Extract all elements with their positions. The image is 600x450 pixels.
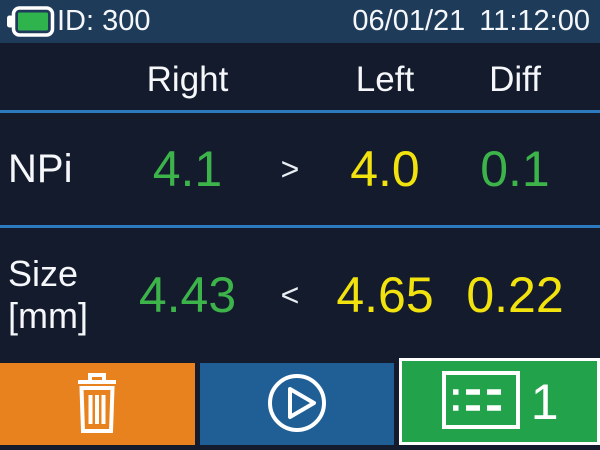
results-header-row: Right Left Diff <box>0 43 600 110</box>
npi-comparison-sign: > <box>280 150 300 187</box>
delete-button[interactable] <box>0 363 195 445</box>
records-button[interactable]: 1 <box>399 358 600 445</box>
status-bar-left: ID: 300 <box>6 5 151 38</box>
records-list-icon <box>441 370 521 433</box>
play-button[interactable] <box>199 363 395 445</box>
patient-id: ID: 300 <box>57 5 151 37</box>
size-row: Size [mm] 4.43 < 4.65 0.22 <box>0 228 600 362</box>
size-comparison-sign: < <box>280 276 300 313</box>
time-display: 11:12:00 <box>479 5 590 37</box>
npi-right-value: 4.1 <box>152 141 223 197</box>
column-header-right: Right <box>146 59 229 99</box>
battery-icon <box>6 6 55 37</box>
action-button-bar: 1 <box>0 358 600 445</box>
column-header-left: Left <box>355 59 415 99</box>
status-bar-right: 06/01/21 11:12:00 <box>352 5 590 38</box>
npi-left-value: 4.0 <box>350 141 420 197</box>
size-diff-value: 0.22 <box>466 267 564 323</box>
column-header-diff: Diff <box>489 59 541 99</box>
size-left-value: 4.65 <box>336 267 434 323</box>
date-display: 06/01/21 <box>352 5 466 37</box>
status-bar: ID: 300 06/01/21 11:12:00 <box>0 0 600 43</box>
size-right-value: 4.43 <box>138 267 237 323</box>
trash-icon <box>70 371 124 438</box>
play-circle-icon <box>266 372 328 437</box>
size-label: Size [mm] <box>0 253 120 338</box>
npi-diff-value: 0.1 <box>480 141 550 197</box>
npi-label: NPi <box>8 146 73 191</box>
size-label-line1: Size <box>8 252 79 294</box>
records-count: 1 <box>530 373 559 430</box>
divider <box>0 225 600 228</box>
divider <box>0 110 600 113</box>
size-label-line2: [mm] <box>8 295 88 336</box>
npi-row: NPi 4.1 > 4.0 0.1 <box>0 113 600 225</box>
